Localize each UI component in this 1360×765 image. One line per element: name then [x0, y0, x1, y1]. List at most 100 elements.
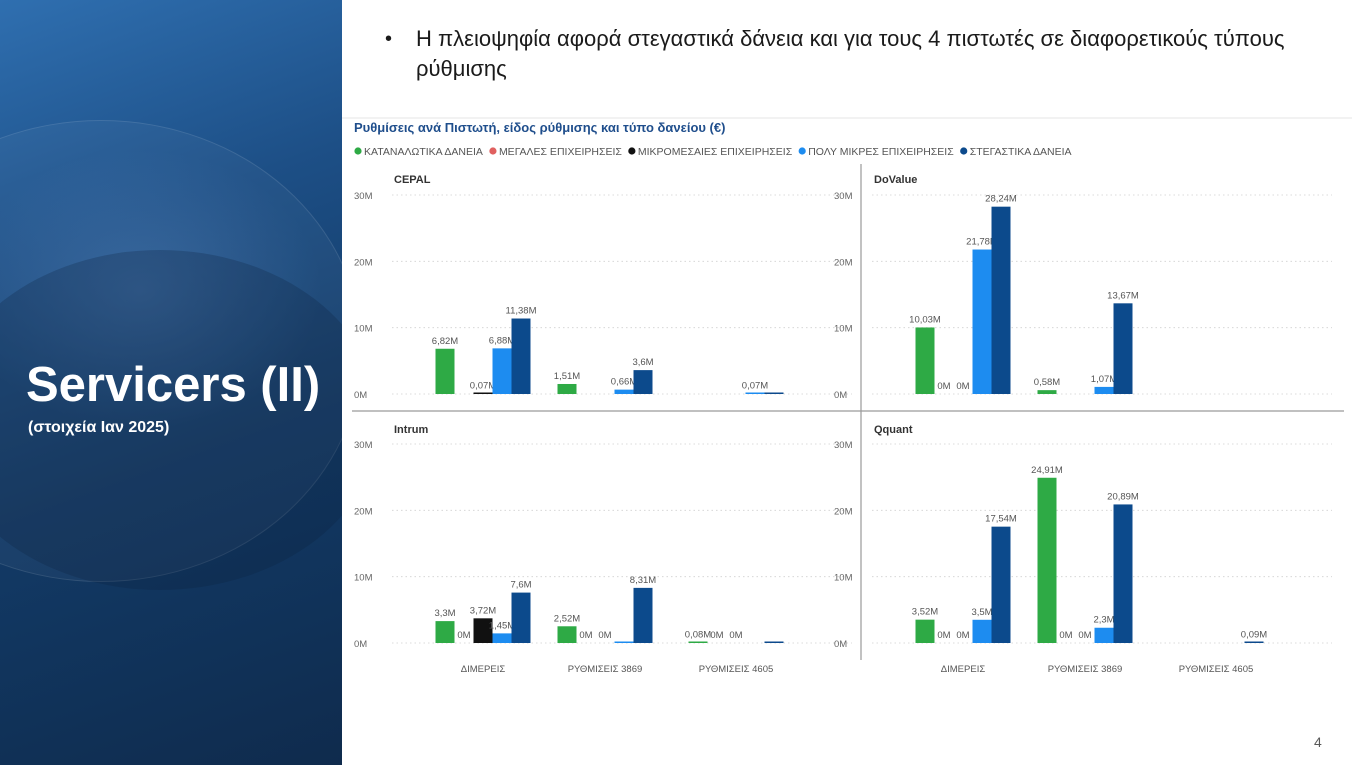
- x-tick-label: ΔΙΜΕΡΕΙΣ: [941, 664, 986, 675]
- data-label: 7,6M: [510, 580, 531, 591]
- y-tick-label: 20M: [834, 506, 853, 517]
- y-tick-label: 10M: [834, 573, 853, 584]
- bar: [633, 587, 653, 643]
- bar: [688, 641, 708, 643]
- slide-subtitle: (στοιχεία Ιαν 2025): [28, 419, 170, 436]
- bar: [991, 206, 1011, 394]
- panel-title: CEPAL: [394, 174, 431, 186]
- data-label: 28,24M: [985, 194, 1017, 205]
- data-label: 2,3M: [1093, 615, 1114, 626]
- bar: [511, 318, 531, 394]
- data-label: 0,07M: [470, 381, 496, 392]
- y-tick-label: 30M: [354, 440, 373, 451]
- bar: [492, 633, 512, 643]
- bar: [764, 641, 784, 643]
- bar: [435, 621, 455, 643]
- data-label: 3,3M: [434, 608, 455, 619]
- bullet-dot-icon: •: [385, 28, 393, 50]
- bar: [915, 327, 935, 394]
- chart-title: Ρυθμίσεις ανά Πιστωτή, είδος ρύθμισης κα…: [354, 120, 725, 135]
- bar: [972, 619, 992, 643]
- bar: [991, 526, 1011, 643]
- decorative-arc: [0, 120, 342, 582]
- x-tick-label: ΡΥΘΜΙΣΕΙΣ 3869: [568, 664, 643, 675]
- data-label: 0M: [1078, 630, 1091, 641]
- data-label: 1,51M: [554, 371, 580, 382]
- x-tick-label: ΡΥΘΜΙΣΕΙΣ 3869: [1048, 664, 1123, 675]
- chart-panel: Qquant 0M 10M 20M 30M 3,52M 0M 0M 3,5M 17,54M 24,9…: [834, 424, 1332, 675]
- data-label: 11,38M: [506, 306, 537, 317]
- data-label: 6,88M: [489, 335, 515, 346]
- data-label: 0,08M: [685, 629, 711, 640]
- chart-panel: DoValue 0M 10M 20M 30M 10,03M 0M 0M 21,78M 28,24M…: [834, 174, 1332, 401]
- bar: [1113, 504, 1133, 643]
- panel-title: DoValue: [874, 174, 917, 186]
- chart: Ρυθμίσεις ανά Πιστωτή, είδος ρύθμισης κα…: [342, 117, 1352, 675]
- page-number: 4: [1314, 734, 1322, 750]
- bar: [492, 348, 512, 394]
- panel-title: Qquant: [874, 424, 913, 436]
- bar: [745, 392, 765, 394]
- legend-marker-icon: [960, 147, 968, 155]
- bar: [614, 389, 634, 394]
- legend-label: ΜΙΚΡΟΜΕΣΑΙΕΣ ΕΠΙΧΕΙΡΗΣΕΙΣ: [638, 146, 793, 158]
- bar: [1094, 386, 1114, 394]
- data-label: 17,54M: [985, 514, 1017, 525]
- legend-label: ΠΟΛΥ ΜΙΚΡΕΣ ΕΠΙΧΕΙΡΗΣΕΙΣ: [808, 146, 954, 158]
- data-label: 8,31M: [630, 575, 656, 586]
- bar: [557, 626, 577, 643]
- y-tick-label: 10M: [354, 324, 373, 335]
- bar: [473, 392, 493, 394]
- bar: [614, 641, 634, 643]
- data-label: 20,89M: [1107, 491, 1139, 502]
- legend-label: ΚΑΤΑΝΑΛΩΤΙΚΑ ΔΑΝΕΙΑ: [364, 146, 483, 158]
- data-label: 0M: [598, 630, 611, 641]
- bar: [915, 619, 935, 643]
- data-label: 6,82M: [432, 336, 458, 347]
- chart-panels: CEPAL 0M 10M 20M 30M 6,82M 0,07M 6,88M 11,38M 1,5…: [352, 164, 1344, 675]
- x-tick-label: ΡΥΘΜΙΣΕΙΣ 4605: [1179, 664, 1254, 675]
- data-label: 0M: [729, 630, 742, 641]
- data-label: 3,72M: [470, 605, 496, 616]
- y-tick-label: 20M: [834, 257, 853, 268]
- data-label: 24,91M: [1031, 465, 1063, 476]
- data-label: 2,52M: [554, 613, 580, 624]
- chart-header: Ρυθμίσεις ανά Πιστωτή, είδος ρύθμισης κα…: [342, 117, 1352, 158]
- y-tick-label: 0M: [834, 390, 847, 401]
- y-tick-label: 30M: [354, 191, 373, 202]
- bar: [511, 592, 531, 643]
- bar: [473, 618, 493, 643]
- y-tick-label: 0M: [834, 639, 847, 650]
- y-tick-label: 10M: [354, 573, 373, 584]
- bar: [1244, 641, 1264, 643]
- y-tick-label: 20M: [354, 257, 373, 268]
- legend-label: ΣΤΕΓΑΣΤΙΚΑ ΔΑΝΕΙΑ: [970, 146, 1072, 158]
- y-tick-label: 30M: [834, 191, 853, 202]
- data-label: 0M: [710, 630, 723, 641]
- sidebar-panel: Servicers (II) (στοιχεία Ιαν 2025): [0, 0, 342, 765]
- legend-marker-icon: [798, 147, 806, 155]
- x-tick-label: ΡΥΘΜΙΣΕΙΣ 4605: [699, 664, 774, 675]
- bar: [1037, 477, 1057, 643]
- bar: [1113, 303, 1133, 394]
- data-label: 0M: [956, 381, 969, 392]
- bar: [1094, 627, 1114, 643]
- data-label: 3,6M: [632, 357, 653, 368]
- data-label: 0,66M: [611, 377, 637, 388]
- bullet-text: Η πλειοψηφία αφορά στεγαστικά δάνεια και…: [416, 26, 1285, 81]
- data-label: 0M: [579, 630, 592, 641]
- panel-title: Intrum: [394, 424, 428, 436]
- data-label: 10,03M: [909, 314, 941, 325]
- chart-panel: Intrum0M10M20M30M3,3M0M3,72M1,45M7,6M2,5…: [354, 424, 852, 675]
- y-tick-label: 0M: [354, 639, 367, 650]
- data-label: 0M: [1059, 630, 1072, 641]
- legend-marker-icon: [489, 147, 497, 155]
- bar: [1037, 390, 1057, 394]
- legend-label: ΜΕΓΑΛΕΣ ΕΠΙΧΕΙΡΗΣΕΙΣ: [499, 146, 622, 158]
- y-tick-label: 0M: [354, 390, 367, 401]
- data-label: 0,58M: [1034, 377, 1060, 388]
- y-tick-label: 30M: [834, 440, 853, 451]
- legend-marker-icon: [354, 147, 362, 155]
- legend-marker-icon: [628, 147, 636, 155]
- bar: [557, 383, 577, 394]
